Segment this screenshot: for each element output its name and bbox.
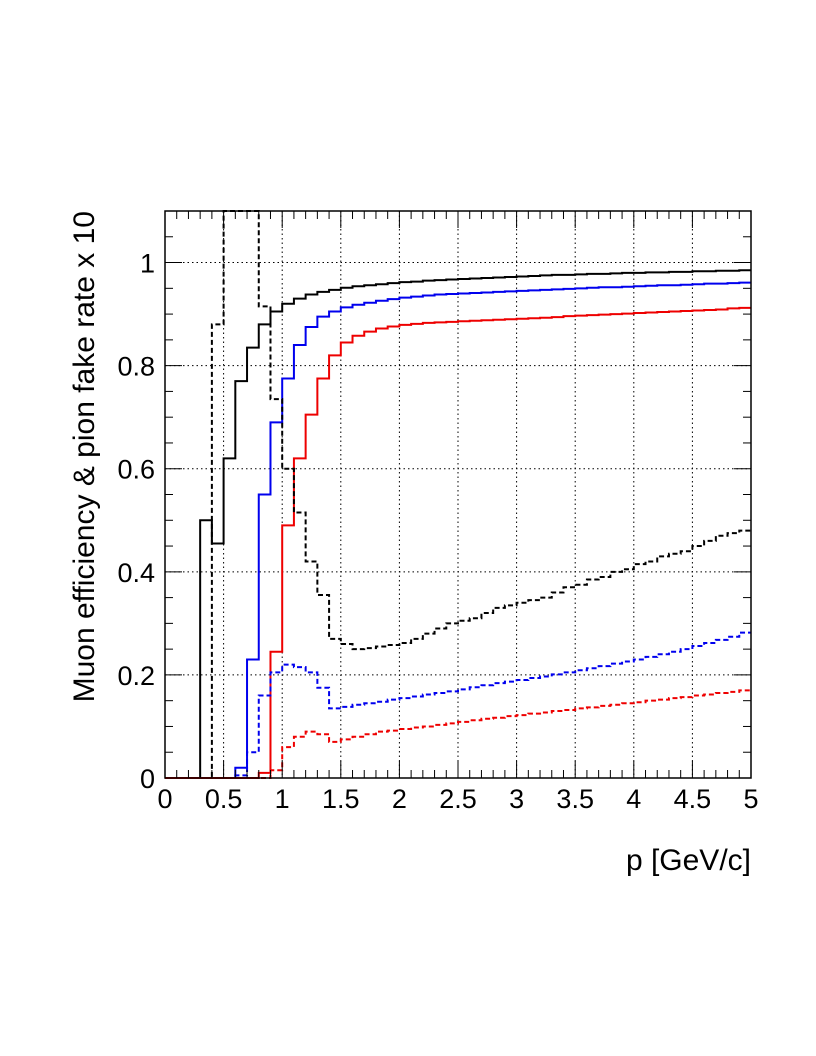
x-tick-label: 2	[392, 784, 407, 814]
series-line-3-solid	[165, 306, 751, 779]
x-tick-label: 3	[509, 784, 524, 814]
series-line-4-dashed	[165, 210, 751, 779]
x-tick-label: 0.5	[205, 784, 243, 814]
x-tick-label: 3.5	[556, 784, 594, 814]
series-line-5-dashed	[165, 631, 751, 779]
series-line-6-dashed	[165, 689, 751, 779]
x-tick-label: 1.5	[322, 784, 360, 814]
axis-ticks	[164, 210, 752, 779]
series-group	[165, 210, 751, 779]
y-axis-title: Muon efficiency & pion fake rate x 10	[68, 211, 101, 702]
x-tick-label: 5	[743, 784, 758, 814]
x-tick-label: 1	[275, 784, 290, 814]
y-tick-label: 0.6	[117, 455, 155, 485]
x-tick-label: 4.5	[674, 784, 712, 814]
y-tick-label: 0.4	[117, 558, 155, 588]
x-axis-title: p [GeV/c]	[626, 844, 751, 877]
y-tick-label: 0.2	[117, 661, 155, 691]
x-tick-label: 2.5	[439, 784, 477, 814]
x-tick-label: 0	[157, 784, 172, 814]
x-tick-label: 4	[626, 784, 641, 814]
series-line-2-solid	[165, 281, 751, 779]
y-tick-label: 0	[140, 764, 155, 794]
y-tick-label: 0.8	[117, 352, 155, 382]
y-tick-label: 1	[140, 249, 155, 279]
tick-labels: 0 0.5 1 1.5 2 2.5 3 3.5 4 4.5 5 0 0.2 0.4 0.6 0.8 1	[117, 249, 758, 814]
